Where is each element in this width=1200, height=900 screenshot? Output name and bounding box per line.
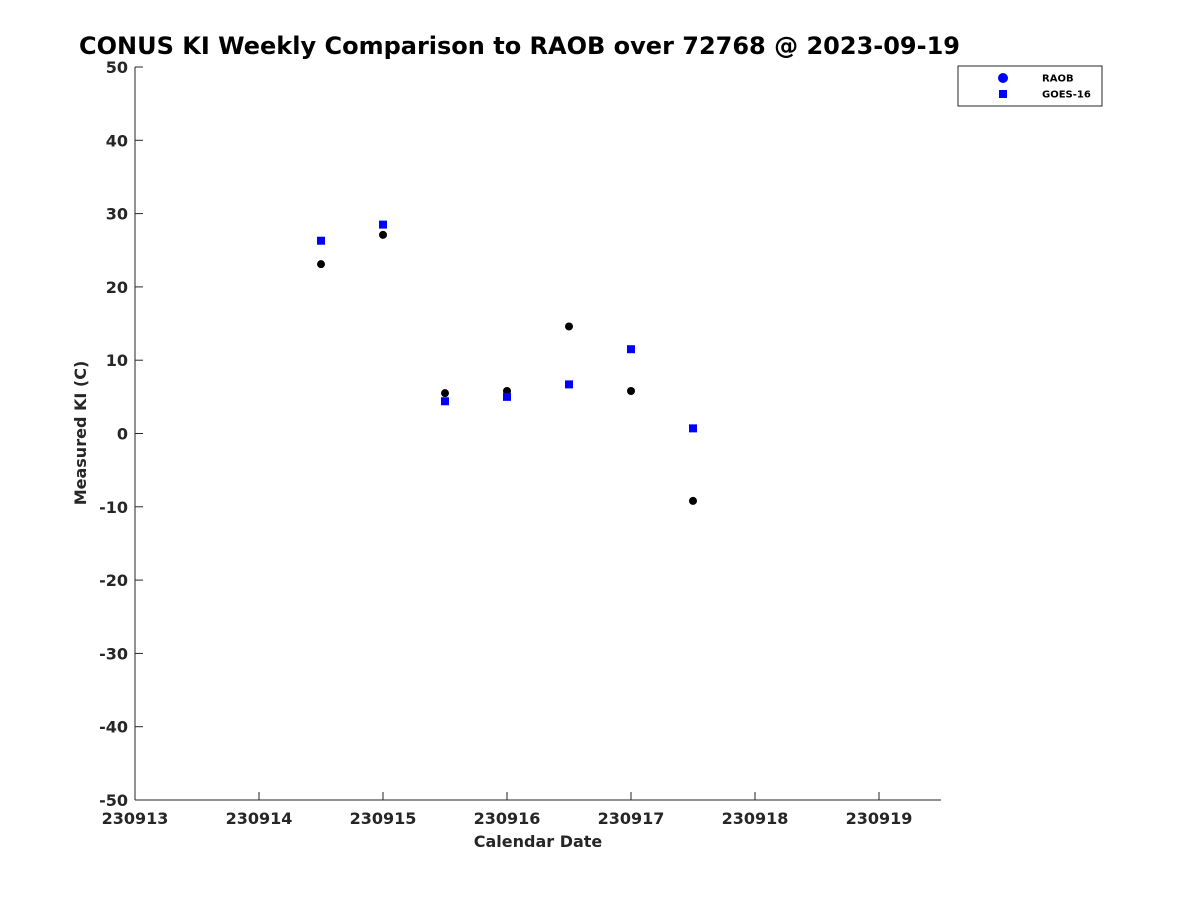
y-tick-label: 30 (106, 205, 128, 224)
goes-16-point (503, 392, 511, 401)
raob-point (317, 260, 325, 269)
data-points (317, 220, 697, 505)
x-tick-label: 230913 (102, 809, 169, 828)
goes-16-point (379, 220, 387, 229)
y-tick-label: 20 (106, 278, 128, 297)
y-tick-label: -50 (99, 791, 128, 810)
legend: RAOB GOES-16 (957, 65, 1103, 107)
raob-point (627, 386, 635, 395)
raob-point (565, 322, 573, 331)
goes-16-point (627, 345, 635, 354)
raob-point (379, 230, 387, 239)
goes-16-point (565, 380, 573, 389)
x-tick-label: 230916 (474, 809, 541, 828)
raob-point (441, 389, 449, 398)
goes-16-point (441, 397, 449, 406)
y-tick-label: -40 (99, 718, 128, 737)
legend-items: RAOB GOES-16 (998, 73, 1091, 101)
x-tick-label: 230915 (350, 809, 417, 828)
x-tick-label: 230917 (598, 809, 665, 828)
y-tick-label: -30 (99, 644, 128, 663)
y-ticks: -50 -40 -30 -20 -10 0 10 20 30 40 50 (99, 58, 143, 810)
legend-box (957, 65, 1103, 107)
y-tick-label: 10 (106, 351, 128, 370)
x-ticks: 230913 230914 230915 230916 230917 230918 2309… (102, 792, 913, 828)
x-axis-label: Calendar Date (474, 832, 603, 851)
y-tick-label: -20 (99, 571, 128, 590)
legend-raob-marker (998, 73, 1008, 83)
y-axis-label: Measured KI (C) (71, 361, 90, 506)
x-tick-label: 230918 (722, 809, 789, 828)
goes-16-point (317, 236, 325, 245)
legend-goes-16-label: GOES-16 (1042, 90, 1091, 101)
raob-point (689, 496, 697, 505)
y-tick-label: 40 (106, 131, 128, 150)
goes-16-point (689, 424, 697, 433)
chart-title: CONUS KI Weekly Comparison to RAOB over … (79, 32, 960, 60)
y-tick-label: -10 (99, 498, 128, 517)
legend-goes-16-marker (999, 90, 1007, 98)
y-tick-label: 0 (117, 425, 128, 444)
y-tick-label: 50 (106, 58, 128, 77)
x-tick-label: 230919 (846, 809, 913, 828)
legend-raob-label: RAOB (1042, 74, 1074, 85)
x-tick-label: 230914 (226, 809, 293, 828)
